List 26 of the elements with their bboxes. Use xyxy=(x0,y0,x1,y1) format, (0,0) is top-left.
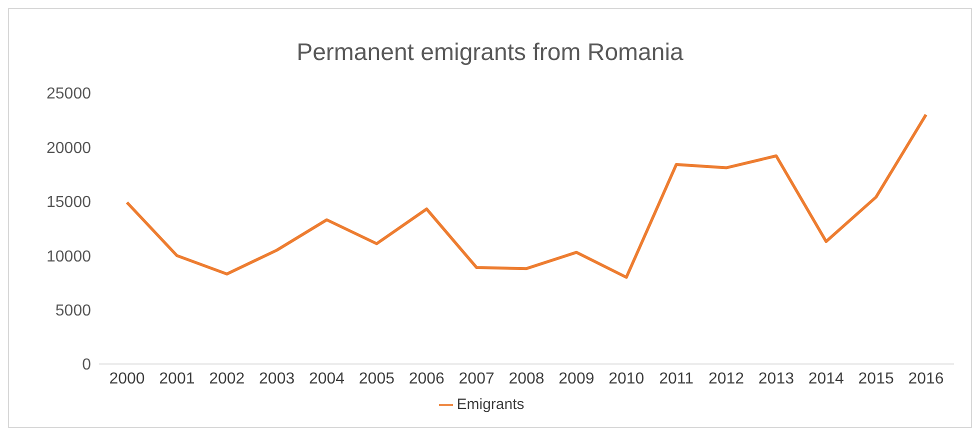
x-tick-label: 2007 xyxy=(458,370,494,388)
x-tick-label: 2016 xyxy=(908,370,944,388)
x-tick-label: 2006 xyxy=(408,370,445,388)
y-tick-label: 25000 xyxy=(46,86,92,103)
chart-title: Permanent emigrants from Romania xyxy=(296,39,684,68)
y-tick-label: 0 xyxy=(82,356,92,374)
x-tick-label: 2009 xyxy=(558,370,594,388)
x-tick-label: 2000 xyxy=(109,370,145,388)
x-tick-label: 2003 xyxy=(259,370,295,388)
y-tick-label: 20000 xyxy=(46,140,92,157)
x-tick-label: 2008 xyxy=(508,370,544,388)
x-tick-label: 2002 xyxy=(209,370,245,388)
x-tick-label: 2004 xyxy=(308,370,345,388)
y-tick-label: 15000 xyxy=(46,194,92,212)
y-tick-label: 5000 xyxy=(55,302,92,320)
x-tick-label: 2015 xyxy=(858,370,894,388)
y-tick-label: 10000 xyxy=(46,248,92,266)
x-tick-label: 2013 xyxy=(758,370,794,388)
legend-label: Emigrants xyxy=(456,396,524,413)
x-tick-label: 2014 xyxy=(808,370,844,388)
x-tick-label: 2010 xyxy=(608,370,644,388)
x-tick-label: 2012 xyxy=(708,370,744,388)
line-series xyxy=(126,113,928,279)
x-tick-label: 2011 xyxy=(659,370,694,388)
x-tick-label: 2001 xyxy=(159,370,195,388)
x-tick-label: 2005 xyxy=(358,370,395,388)
